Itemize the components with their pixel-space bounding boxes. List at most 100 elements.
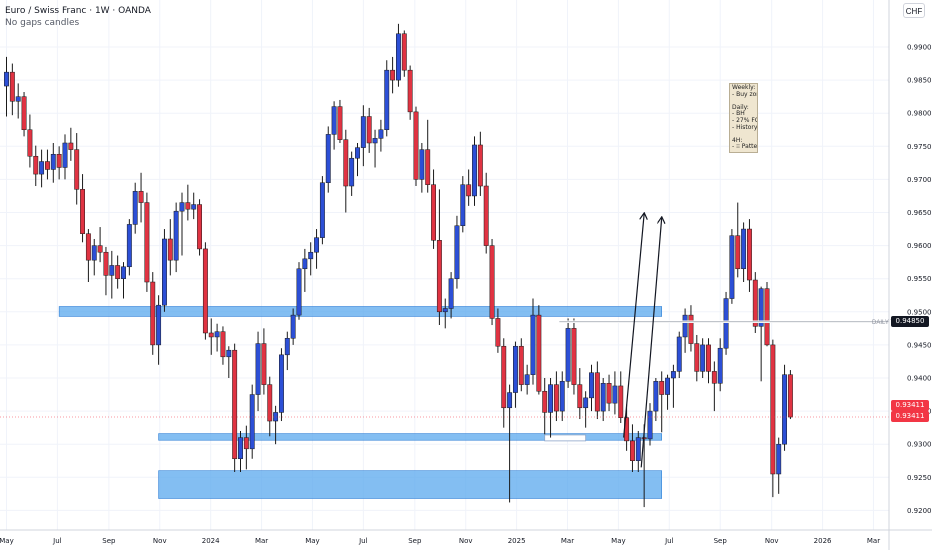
candle-body [489,245,495,319]
candle-body [717,347,723,384]
candle-body [553,384,559,412]
candle-body [214,331,220,338]
candle-body [372,138,378,144]
candle-body [331,106,337,135]
candle-body [355,147,360,159]
candles-layer [4,23,793,508]
x-tick-label: Jul [664,537,674,545]
candle-body [56,153,62,168]
x-tick-label: 2026 [814,537,832,545]
candle-body [74,149,80,190]
candle-body [594,372,600,412]
candle-body [243,437,249,450]
x-tick-label: Nov [153,537,167,545]
candle-body [15,96,21,102]
candle-body [536,314,542,392]
candle-body [682,314,688,338]
currency-button[interactable]: CHF [903,3,925,18]
candle-body [109,265,115,276]
drawings-layer [0,214,889,468]
candle-body [45,161,50,170]
candle-body [103,251,109,276]
candle-body [39,161,45,175]
candle-body [676,336,682,372]
y-tick-label: 0.92000 [907,507,932,515]
candle-body [530,314,536,375]
candle-body [711,371,717,384]
chart-grid [0,0,889,530]
candle-body [600,383,606,412]
candle-body [290,314,296,339]
candle-body [279,354,284,413]
candle-body [238,437,243,460]
candle-body [741,228,747,270]
candle-body [9,71,15,102]
candle-body [436,240,442,313]
candle-body [635,437,641,461]
candle-body [384,69,390,130]
candle-body [267,384,273,422]
candle-body [723,298,729,349]
candle-body [156,304,162,346]
chart-title: Euro / Swiss Franc · 1W · OANDA [5,6,151,16]
candle-body [33,155,39,175]
candle-body [173,210,179,261]
x-tick-label: Sep [408,537,422,545]
candle-body [396,33,401,81]
candle-body [80,189,85,234]
chart-subtitle: No gaps candles [5,18,80,28]
candle-body [752,279,758,327]
candle-body [513,345,518,393]
candle-body [302,258,308,270]
candle-body [770,344,776,475]
note-annotation[interactable]: Weekly: - Buy zone Daily: - BH - 27% FC … [729,83,758,153]
current-price-tag-2: 0.93411 [891,411,929,422]
x-tick-label: May [305,537,319,545]
x-tick-label: Nov [765,537,779,545]
candle-body [419,149,425,180]
zone-rect [158,470,663,499]
candle-body [618,385,624,418]
candle-body [144,202,150,283]
candle-body [501,345,507,409]
candle-body [460,184,466,226]
candle-body [185,202,191,210]
zones-layer [58,306,663,499]
candle-body [50,153,56,170]
candle-body [314,237,320,253]
candle-body [466,184,472,197]
candle-body [366,116,372,144]
candle-body [337,106,343,140]
x-tick-label: Nov [459,537,473,545]
candle-body [518,345,524,385]
candle-body [477,144,483,187]
candle-body [284,338,290,356]
candle-body [694,343,700,372]
candle-body [273,412,279,422]
x-tick-label: Mar [867,537,880,545]
candle-body [132,191,138,225]
x-tick-label: Jul [358,537,368,545]
candle-body [378,129,384,139]
candle-body [735,235,741,270]
candle-body [296,268,302,316]
x-tick-label: Sep [102,537,116,545]
candle-body [706,344,711,372]
candle-body [62,142,68,168]
candle-body [612,385,618,404]
candle-body [150,281,156,346]
candle-body [226,349,232,358]
candle-body [606,383,612,404]
candle-body [191,204,197,210]
x-tick-label: Sep [714,537,728,545]
